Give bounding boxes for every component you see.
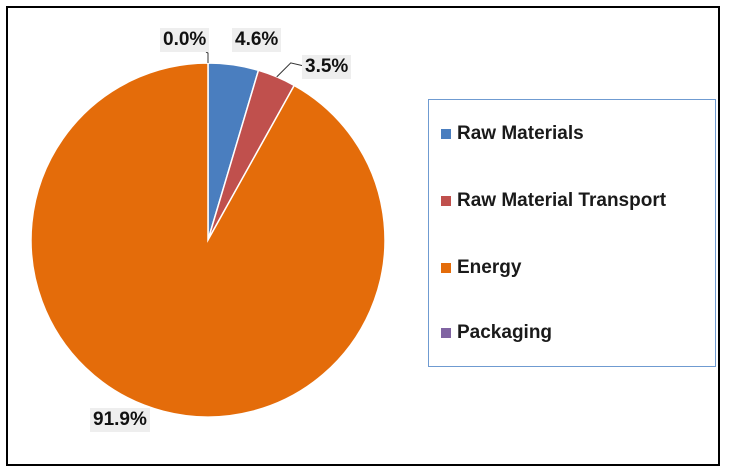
legend-item-raw-materials: Raw Materials [441, 122, 584, 146]
data-label-raw-materials: 4.6% [232, 28, 282, 52]
legend-swatch-energy [441, 263, 451, 273]
pie-slices [30, 62, 386, 418]
data-label-packaging: 0.0% [160, 28, 210, 52]
leader-line-packaging [205, 51, 209, 63]
legend-label-energy: Energy [457, 257, 522, 278]
leader-line-raw-material-transport [276, 62, 305, 78]
legend-label-packaging: Packaging [457, 322, 553, 343]
data-label-raw-material-transport: 3.5% [302, 55, 352, 79]
legend-swatch-packaging [441, 328, 451, 338]
legend-label-raw-materials: Raw Materials [457, 123, 584, 144]
legend-item-raw-material-transport: Raw Material Transport [441, 189, 666, 213]
data-label-energy: 91.9% [90, 408, 150, 432]
legend-item-energy: Energy [441, 256, 521, 280]
leader-lines [205, 51, 305, 78]
legend-item-packaging: Packaging [441, 321, 552, 345]
legend-swatch-raw-materials [441, 129, 451, 139]
pie-slice-energy [30, 62, 386, 418]
legend-swatch-raw-material-transport [441, 196, 451, 206]
legend-label-raw-material-transport: Raw Material Transport [457, 190, 667, 211]
legend: Raw Materials Raw Material Transport Ene… [428, 99, 716, 367]
